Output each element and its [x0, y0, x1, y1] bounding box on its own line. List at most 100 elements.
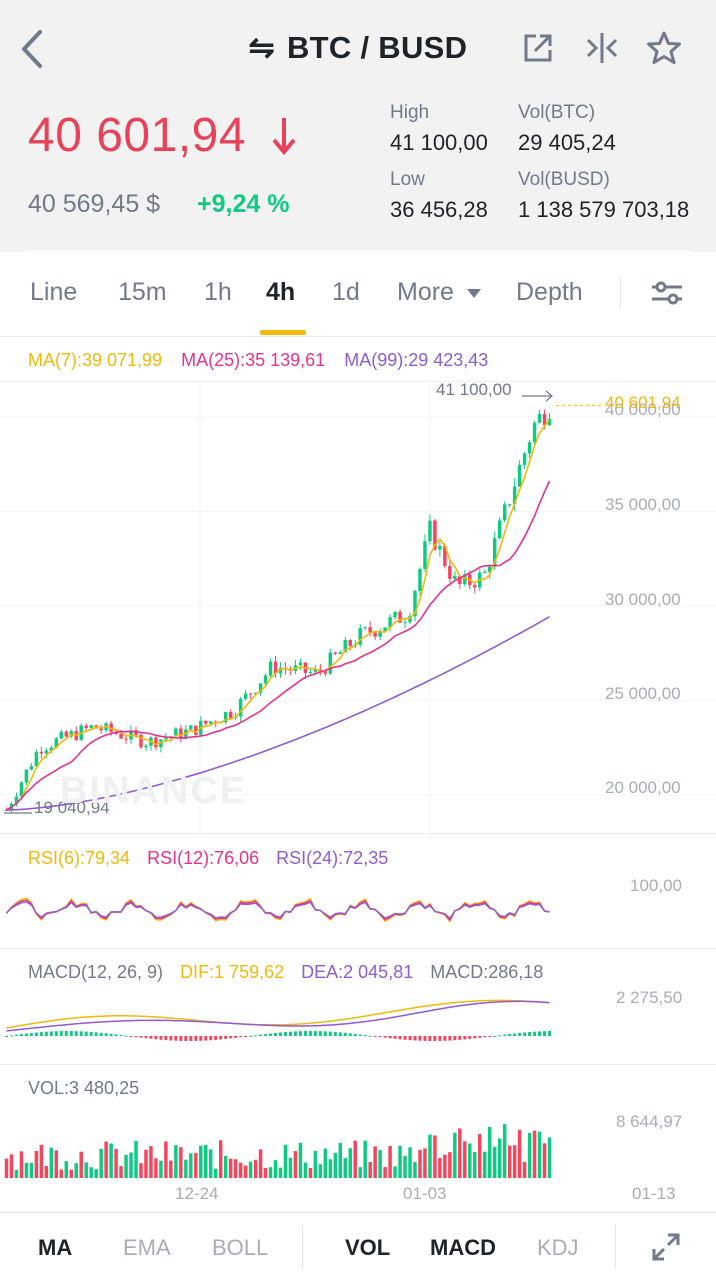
macd-chart — [4, 999, 552, 1041]
volume-bar — [194, 1153, 198, 1178]
star-icon[interactable] — [646, 30, 682, 66]
high-label: High — [390, 102, 430, 123]
volume-bar — [288, 1157, 293, 1178]
volume-bar — [44, 1165, 49, 1178]
ma7-line — [6, 419, 551, 811]
indicator-ema[interactable]: EMA — [123, 1235, 171, 1260]
volume-bar — [522, 1161, 527, 1178]
volume-bar — [497, 1138, 502, 1178]
back-arrow-icon[interactable] — [14, 26, 50, 72]
macd-bar — [493, 1035, 497, 1037]
volume-bar — [114, 1148, 118, 1178]
macd-bar — [323, 1031, 327, 1036]
pair-title[interactable]: ⇋ BTC / BUSD — [0, 30, 716, 66]
tab-depth[interactable]: Depth — [516, 278, 583, 306]
macd-bar — [478, 1036, 482, 1038]
indicator-vol[interactable]: VOL — [345, 1235, 391, 1260]
fullscreen-icon[interactable] — [650, 1231, 682, 1263]
macd-bar — [408, 1036, 412, 1041]
tab-15m[interactable]: 15m — [118, 278, 167, 306]
tab-1h[interactable]: 1h — [204, 278, 232, 306]
macd-bar — [74, 1031, 78, 1036]
macd-bar — [139, 1036, 143, 1038]
macd-dea: DEA:2 045,81 — [301, 962, 414, 982]
macd-bar — [214, 1036, 218, 1040]
macd-bar — [283, 1032, 287, 1036]
volume-bar — [483, 1151, 487, 1178]
macd-bar — [328, 1031, 332, 1036]
candle — [428, 520, 432, 542]
macd-bar — [29, 1033, 33, 1036]
macd-bar — [433, 1036, 437, 1041]
volume-bar — [34, 1150, 39, 1178]
indicator-ma[interactable]: MA — [38, 1235, 73, 1260]
candle — [388, 617, 392, 628]
macd-bar — [513, 1033, 517, 1036]
macd-bar — [418, 1036, 422, 1041]
caret-down-icon — [466, 288, 481, 298]
candle — [209, 721, 213, 724]
macd-value: MACD:286,18 — [430, 962, 544, 982]
macd-bar — [79, 1031, 83, 1036]
tab-1d[interactable]: 1d — [332, 278, 360, 306]
chart-card: Line 15m 1h 4h 1d More Depth MA(7):39 07… — [0, 250, 716, 1280]
indicator-boll[interactable]: BOLL — [212, 1235, 269, 1260]
macd-bar — [84, 1031, 88, 1036]
volume-bar — [507, 1145, 512, 1178]
macd-bar — [373, 1036, 377, 1037]
candle — [363, 627, 367, 629]
macd-bar — [229, 1036, 233, 1039]
candlestick-chart[interactable] — [0, 381, 716, 841]
swap-icon: ⇋ — [248, 30, 275, 65]
volume-bar — [184, 1159, 188, 1178]
tab-more[interactable]: More — [397, 278, 481, 307]
indicator-kdj[interactable]: KDJ — [537, 1235, 579, 1260]
compare-icon[interactable] — [584, 30, 620, 66]
candle — [109, 723, 113, 732]
macd-bar — [119, 1035, 123, 1037]
macd-bar — [353, 1033, 357, 1036]
macd-bar — [318, 1031, 322, 1036]
tab-line[interactable]: Line — [30, 278, 78, 306]
volume-bar — [4, 1158, 9, 1178]
macd-bar — [403, 1036, 407, 1040]
volume-bar — [99, 1148, 103, 1178]
chart-settings-icon[interactable] — [650, 278, 684, 308]
volume-bar — [363, 1140, 367, 1178]
volume-bar — [243, 1165, 248, 1178]
rsi12: RSI(12):76,06 — [147, 848, 260, 868]
volume-bar — [263, 1167, 268, 1178]
share-icon[interactable] — [520, 30, 556, 66]
macd-bar — [503, 1034, 507, 1036]
candle — [368, 627, 372, 633]
macd-bar — [518, 1032, 522, 1036]
macd-bar — [388, 1036, 392, 1039]
volume-bar — [89, 1167, 93, 1178]
ma25-line — [6, 480, 551, 811]
indicator-macd[interactable]: MACD — [430, 1235, 496, 1260]
tab-4h[interactable]: 4h — [266, 278, 296, 306]
volume-bar — [59, 1169, 64, 1178]
macd-bar — [204, 1036, 208, 1041]
volume-bar — [49, 1147, 54, 1178]
volume-bar — [517, 1129, 522, 1178]
ma99-legend: MA(99):29 423,43 — [344, 350, 489, 370]
volume-bar — [487, 1126, 492, 1178]
candle — [522, 453, 527, 465]
candle — [258, 683, 263, 693]
macd-bar — [234, 1036, 238, 1038]
volume-bar — [278, 1167, 283, 1178]
macd-bar — [543, 1031, 547, 1036]
volume-bar — [398, 1145, 402, 1178]
vol-base-label: Vol(BTC) — [518, 102, 596, 123]
vol-quote-label: Vol(BUSD) — [518, 169, 610, 190]
candle — [542, 413, 547, 426]
volume-bar — [378, 1150, 382, 1178]
volume-bar — [438, 1158, 442, 1178]
macd-bar — [174, 1036, 178, 1041]
volume-bar — [119, 1166, 123, 1178]
candle — [433, 520, 437, 550]
volume-bar — [532, 1130, 537, 1178]
macd-bar — [34, 1032, 38, 1036]
candle — [4, 809, 9, 811]
